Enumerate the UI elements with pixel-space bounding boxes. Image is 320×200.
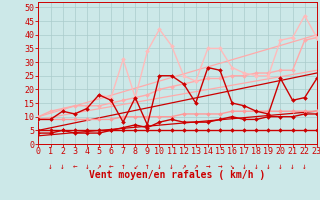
Text: ↓: ↓ [278, 162, 283, 171]
Text: ←: ← [72, 162, 77, 171]
Text: ↙: ↙ [133, 162, 138, 171]
Text: ↓: ↓ [84, 162, 89, 171]
Text: ↗: ↗ [194, 162, 198, 171]
Text: ↗: ↗ [181, 162, 186, 171]
Text: ↑: ↑ [145, 162, 150, 171]
Text: ↗: ↗ [97, 162, 101, 171]
Text: ↑: ↑ [121, 162, 125, 171]
Text: →: → [218, 162, 222, 171]
Text: ↓: ↓ [60, 162, 65, 171]
X-axis label: Vent moyen/en rafales ( km/h ): Vent moyen/en rafales ( km/h ) [90, 170, 266, 180]
Text: ↓: ↓ [169, 162, 174, 171]
Text: ↓: ↓ [266, 162, 271, 171]
Text: →: → [205, 162, 210, 171]
Text: ←: ← [109, 162, 113, 171]
Text: ↓: ↓ [242, 162, 246, 171]
Text: ↓: ↓ [290, 162, 295, 171]
Text: ↓: ↓ [254, 162, 259, 171]
Text: ↓: ↓ [157, 162, 162, 171]
Text: ↓: ↓ [302, 162, 307, 171]
Text: ↓: ↓ [48, 162, 53, 171]
Text: ↘: ↘ [230, 162, 234, 171]
